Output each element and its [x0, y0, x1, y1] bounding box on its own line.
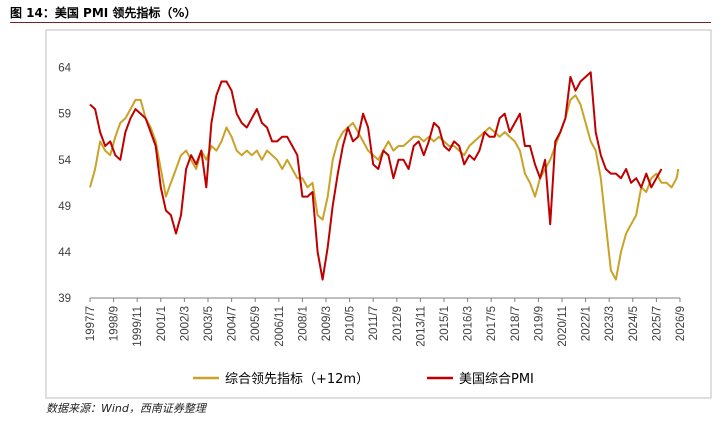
chart-frame	[45, 29, 712, 399]
x-tick-label: 2025/7	[651, 306, 663, 341]
x-tick-label: 2023/3	[604, 306, 616, 341]
legend-label: 美国综合PMI	[459, 372, 534, 387]
x-tick-label: 2002/3	[179, 306, 191, 341]
source-note: 数据来源：Wind，西南证券整理	[46, 402, 206, 415]
x-tick-label: 2024/5	[628, 306, 640, 341]
x-tick-label: 2020/11	[557, 306, 569, 347]
x-tick-label: 2026/9	[675, 306, 687, 341]
series-line-leading-index	[89, 94, 680, 281]
x-axis: 1997/7 1998/9 1999/11 2001/1 2002/3 2003/5 200…	[85, 298, 687, 347]
x-tick-label: 2006/11	[274, 306, 286, 347]
y-tick-label: 59	[58, 109, 71, 121]
x-tick-label: 2013/11	[415, 306, 427, 347]
title-rule	[10, 22, 711, 23]
x-tick-label: 2011/7	[368, 306, 380, 340]
x-tick-label: 2001/1	[156, 306, 168, 341]
series-layer	[89, 71, 680, 281]
x-tick-label: 2010/5	[345, 306, 357, 341]
x-tick-label: 2017/5	[486, 306, 498, 341]
y-tick-label: 39	[58, 293, 71, 305]
legend-label: 综合领先指标（+12m）	[225, 372, 369, 387]
legend: 综合领先指标（+12m） 美国综合PMI	[193, 372, 534, 387]
y-tick-label: 54	[58, 155, 71, 167]
x-tick-label: 1997/7	[85, 306, 97, 341]
x-tick-label: 2016/3	[463, 306, 475, 341]
x-tick-label: 2005/9	[250, 306, 262, 341]
x-tick-label: 2019/9	[533, 306, 545, 341]
x-tick-label: 2008/1	[297, 306, 309, 341]
y-tick-label: 49	[58, 201, 71, 213]
y-tick-label: 44	[58, 247, 71, 259]
x-tick-label: 1998/9	[109, 306, 121, 341]
x-tick-label: 2009/3	[321, 306, 333, 341]
x-tick-label: 2004/7	[227, 306, 239, 341]
y-axis: 39 44 49 54 59 64	[58, 63, 71, 305]
x-tick-label: 2015/1	[439, 306, 451, 341]
series-line-composite-pmi	[89, 71, 663, 281]
x-tick-label: 2003/5	[203, 306, 215, 341]
x-tick-label: 2018/7	[510, 306, 522, 341]
y-tick-label: 64	[58, 63, 71, 75]
figure-title: 图 14：美国 PMI 领先指标（%）	[10, 6, 197, 20]
x-tick-label: 2022/1	[581, 306, 593, 341]
x-tick-label: 2012/9	[392, 306, 404, 341]
chart-border	[45, 29, 712, 399]
x-tick-label: 1999/11	[132, 306, 144, 347]
